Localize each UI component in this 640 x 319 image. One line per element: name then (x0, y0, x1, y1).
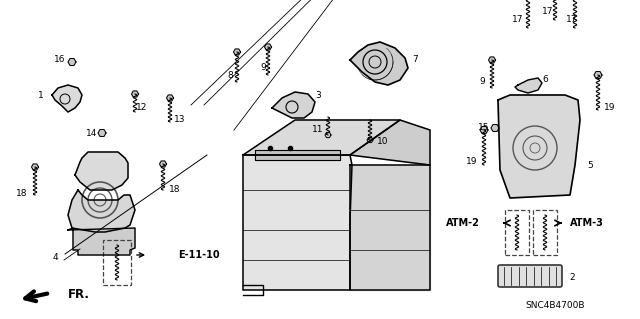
Text: 8: 8 (227, 70, 233, 79)
Polygon shape (350, 165, 430, 290)
Text: 19: 19 (604, 103, 616, 113)
Polygon shape (515, 78, 542, 93)
Polygon shape (350, 42, 408, 85)
Text: 4: 4 (52, 253, 58, 262)
Bar (103, 240, 131, 285)
Polygon shape (367, 137, 373, 143)
Text: E-11-10: E-11-10 (178, 250, 220, 260)
Polygon shape (594, 71, 602, 78)
Polygon shape (159, 161, 166, 167)
Polygon shape (480, 127, 488, 133)
Text: 18: 18 (169, 186, 180, 195)
Text: 18: 18 (16, 189, 28, 197)
Polygon shape (98, 130, 106, 137)
Polygon shape (31, 164, 38, 170)
Text: 13: 13 (174, 115, 186, 124)
Text: 17: 17 (512, 16, 524, 25)
Polygon shape (52, 85, 82, 112)
Polygon shape (75, 152, 128, 190)
Text: ATM-3: ATM-3 (570, 218, 604, 228)
Text: ATM-2: ATM-2 (446, 218, 480, 228)
Polygon shape (68, 190, 135, 232)
Text: 16: 16 (54, 56, 66, 64)
Text: 17: 17 (566, 16, 578, 25)
FancyBboxPatch shape (498, 265, 562, 287)
Text: 7: 7 (412, 56, 418, 64)
Text: 5: 5 (587, 160, 593, 169)
Text: 9: 9 (479, 78, 485, 86)
Text: 3: 3 (315, 91, 321, 100)
Polygon shape (491, 124, 499, 131)
Text: 17: 17 (542, 8, 554, 17)
Polygon shape (264, 44, 271, 50)
Polygon shape (272, 92, 315, 118)
Text: 10: 10 (377, 137, 388, 146)
Text: 1: 1 (38, 91, 44, 100)
Polygon shape (255, 150, 340, 160)
Polygon shape (131, 91, 138, 97)
Polygon shape (325, 132, 331, 137)
Polygon shape (243, 120, 400, 155)
Text: FR.: FR. (68, 288, 90, 301)
Polygon shape (166, 95, 173, 101)
Polygon shape (350, 120, 430, 165)
Polygon shape (488, 57, 495, 63)
Polygon shape (234, 49, 241, 55)
Text: 6: 6 (542, 76, 548, 85)
Text: 2: 2 (569, 273, 575, 283)
Text: SNC4B4700B: SNC4B4700B (525, 300, 585, 309)
Text: 12: 12 (136, 103, 148, 113)
Text: 9: 9 (260, 63, 266, 72)
Polygon shape (68, 58, 76, 65)
Polygon shape (243, 155, 352, 290)
Polygon shape (68, 228, 135, 255)
Text: 15: 15 (478, 123, 490, 132)
Text: 14: 14 (86, 129, 98, 137)
Text: 19: 19 (467, 158, 477, 167)
Polygon shape (498, 95, 580, 198)
Bar (533, 210, 557, 255)
Text: 11: 11 (312, 125, 324, 135)
Bar (505, 210, 529, 255)
